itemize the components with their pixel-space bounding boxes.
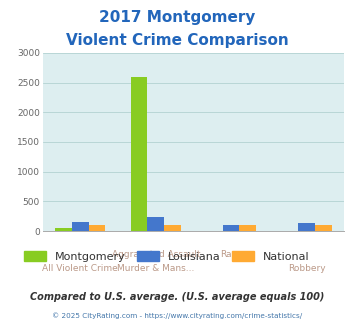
Text: Aggravated Assault: Aggravated Assault xyxy=(111,250,200,259)
Text: 2017 Montgomery: 2017 Montgomery xyxy=(99,10,256,25)
Bar xyxy=(223,225,240,231)
Bar xyxy=(55,228,72,231)
Bar xyxy=(298,223,315,231)
Text: Violent Crime Comparison: Violent Crime Comparison xyxy=(66,33,289,48)
Text: Murder & Mans...: Murder & Mans... xyxy=(117,264,195,273)
Bar xyxy=(240,225,256,231)
Text: Compared to U.S. average. (U.S. average equals 100): Compared to U.S. average. (U.S. average … xyxy=(30,292,325,302)
Legend: Montgomery, Louisiana, National: Montgomery, Louisiana, National xyxy=(20,247,314,267)
Text: Robbery: Robbery xyxy=(288,264,326,273)
Bar xyxy=(164,225,181,231)
Bar xyxy=(315,225,332,231)
Text: © 2025 CityRating.com - https://www.cityrating.com/crime-statistics/: © 2025 CityRating.com - https://www.city… xyxy=(53,312,302,318)
Text: Rape: Rape xyxy=(220,250,242,259)
Bar xyxy=(147,217,164,231)
Bar xyxy=(131,77,147,231)
Bar xyxy=(89,225,105,231)
Bar xyxy=(72,222,89,231)
Text: All Violent Crime: All Violent Crime xyxy=(43,264,118,273)
